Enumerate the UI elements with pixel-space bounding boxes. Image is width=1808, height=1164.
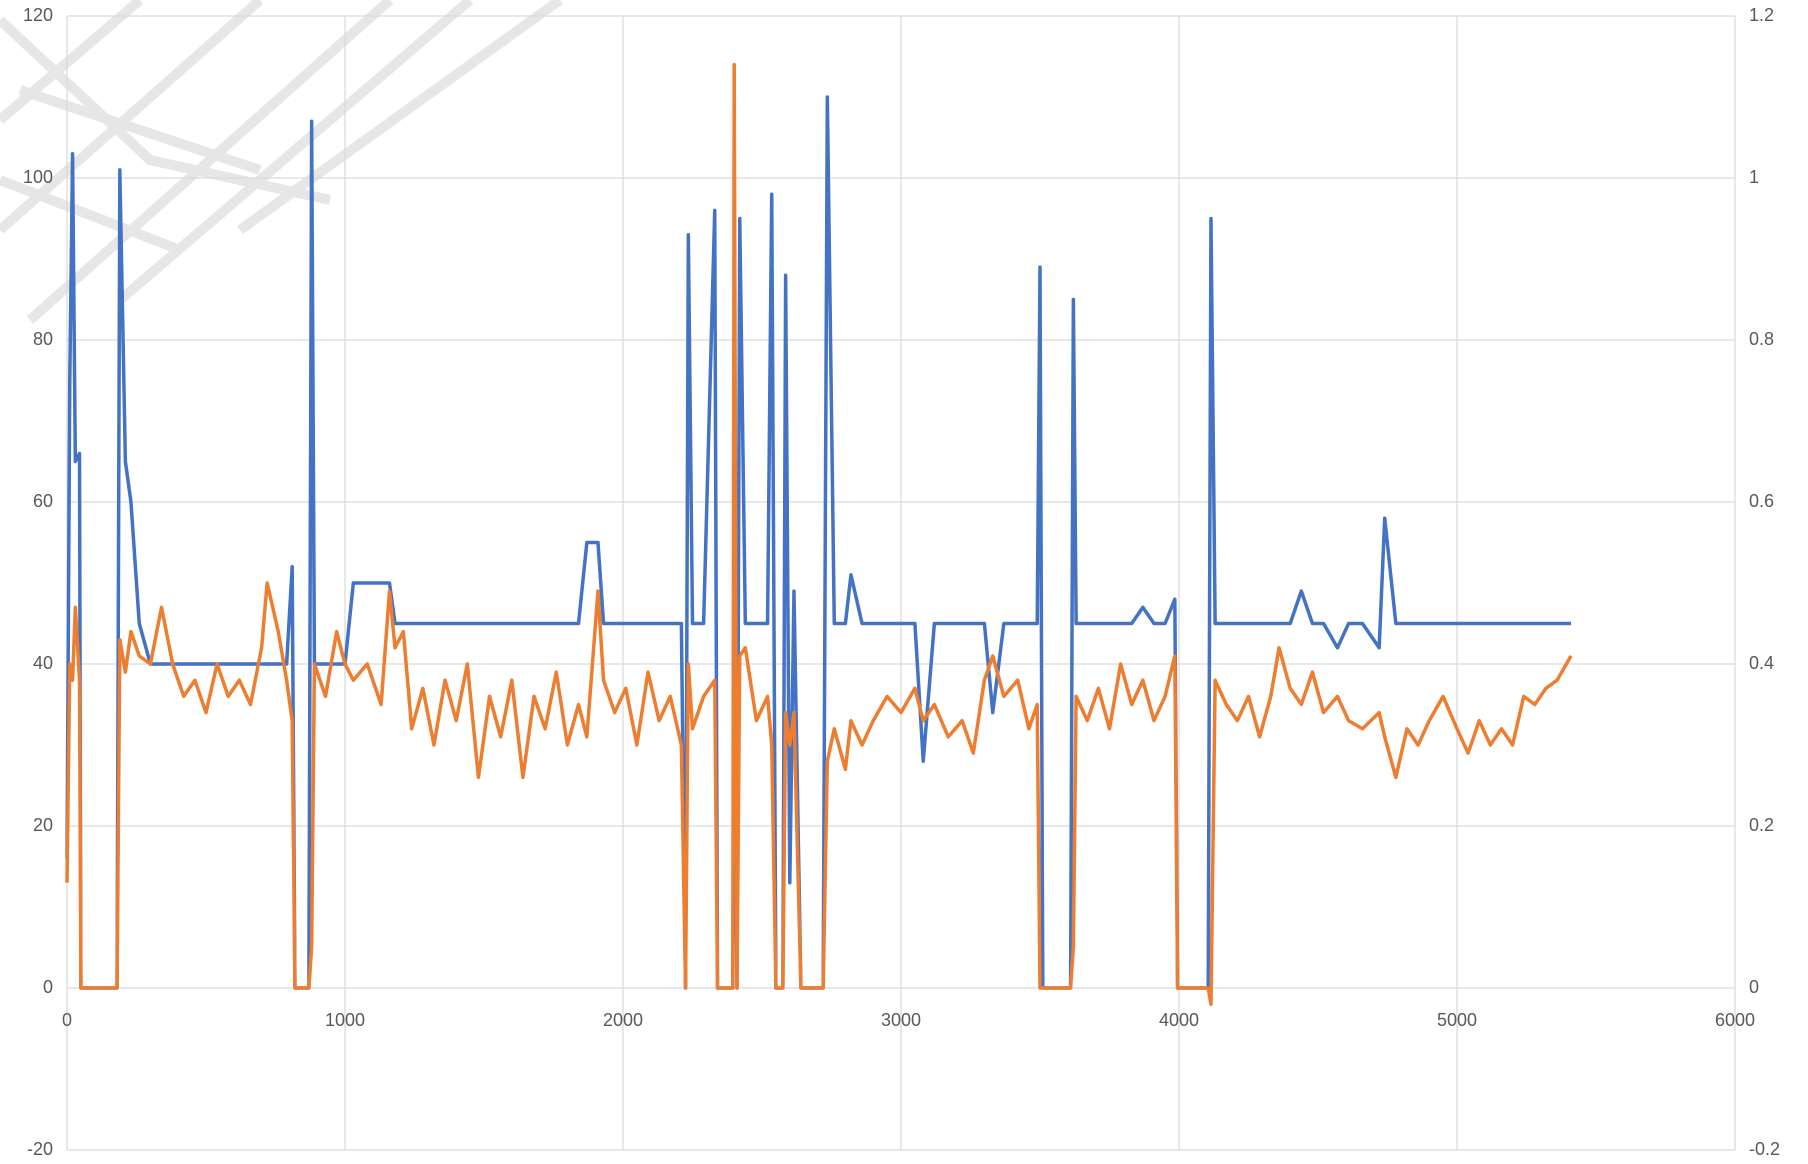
y2-tick-label: 0.8 <box>1749 329 1774 349</box>
y2-tick-label: 0 <box>1749 977 1759 997</box>
y-tick-label: 80 <box>33 329 53 349</box>
watermark <box>0 0 560 320</box>
y2-tick-label: 1.2 <box>1749 5 1774 25</box>
y2-tick-label: 0.2 <box>1749 815 1774 835</box>
x-tick-label: 0 <box>62 1010 72 1030</box>
y-tick-label: -20 <box>27 1139 53 1159</box>
y-tick-label: 100 <box>23 167 53 187</box>
y2-tick-label: -0.2 <box>1749 1139 1780 1159</box>
y2-tick-label: 0.4 <box>1749 653 1774 673</box>
x-tick-label: 4000 <box>1159 1010 1199 1030</box>
chart: -20 0 20 40 60 80 100 120 -0.2 0 0.2 0.4 0.6 0.8 1 1.2 0… <box>0 0 1808 1164</box>
y-tick-label: 20 <box>33 815 53 835</box>
y-tick-label: 120 <box>23 5 53 25</box>
y-tick-label: 40 <box>33 653 53 673</box>
x-tick-label: 2000 <box>603 1010 643 1030</box>
y2-tick-label: 1 <box>1749 167 1759 187</box>
y2-tick-label: 0.6 <box>1749 491 1774 511</box>
series-line <box>67 65 1571 1005</box>
page: {"chart_data": {"type": "line", "x": [0,… <box>0 0 1808 1164</box>
y-tick-label: 0 <box>43 977 53 997</box>
x-tick-label: 1000 <box>325 1010 365 1030</box>
x-tick-label: 6000 <box>1715 1010 1755 1030</box>
grid <box>67 16 1735 1150</box>
watermark-lines <box>0 0 560 320</box>
y-tick-label: 60 <box>33 491 53 511</box>
x-tick-label: 3000 <box>881 1010 921 1030</box>
x-tick-label: 5000 <box>1437 1010 1477 1030</box>
plot <box>67 65 1571 1005</box>
